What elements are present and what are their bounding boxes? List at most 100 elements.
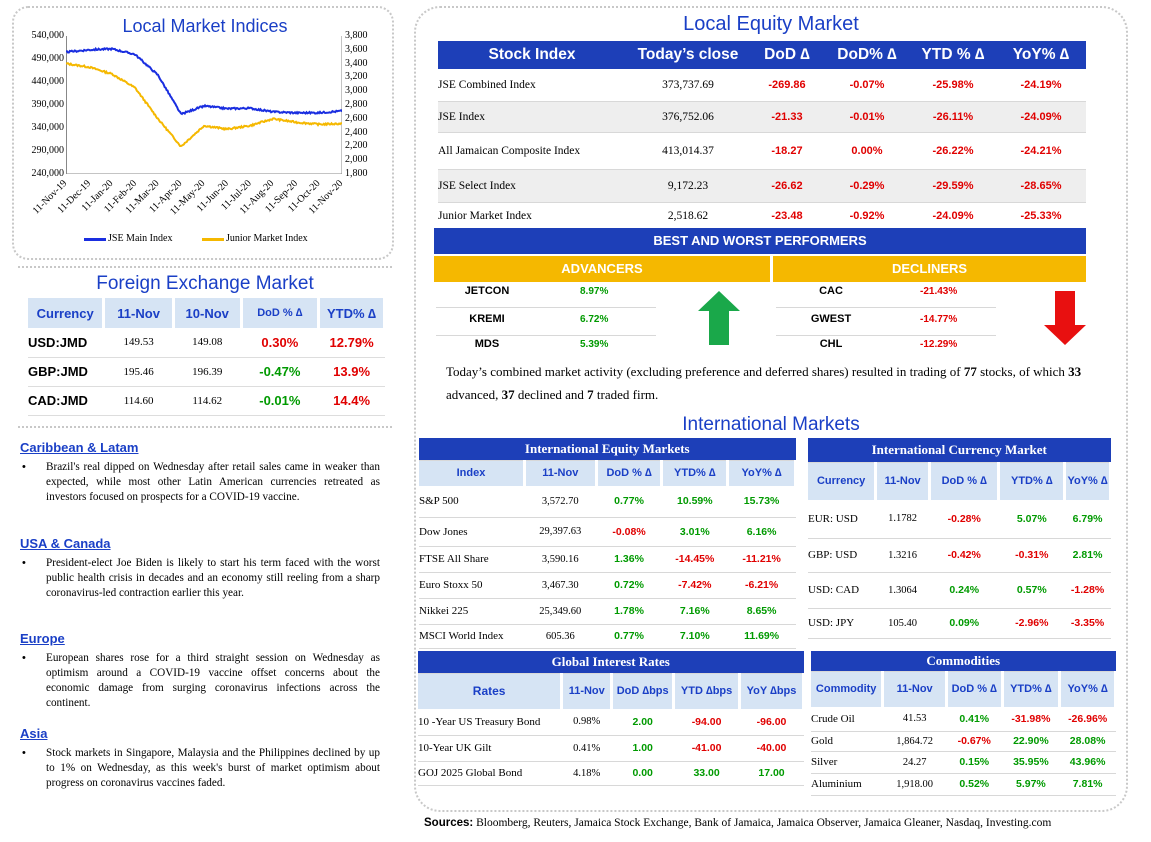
fx-header: Currency	[28, 298, 106, 328]
comm-value: 0.15%	[946, 751, 1003, 774]
news-body: Brazil's real dipped on Wednesday after …	[46, 461, 380, 504]
ieq-value: 3,572.70	[524, 486, 597, 518]
left-tick-label: 490,000	[31, 53, 65, 64]
equity-row: JSE Combined Index 373,737.69 -269.86 -0.07…	[438, 69, 1086, 102]
sources-text: Bloomberg, Reuters, Jamaica Stock Exchan…	[473, 817, 1052, 829]
icur-value: -0.31%	[998, 538, 1065, 573]
ieq-value: 11.69%	[727, 624, 796, 649]
ieq-row: MSCI World Index 605.36 0.77% 7.10% 11.69%	[419, 624, 796, 649]
advancer-change: 6.72%	[580, 314, 609, 325]
decliner-change: -12.29%	[920, 339, 958, 350]
equity-header: DoD% ∆	[824, 41, 910, 69]
comm-value: -26.96%	[1059, 707, 1116, 732]
rates-value: 2.00	[611, 709, 674, 736]
fx-currency: USD:JMD	[28, 328, 104, 358]
equity-value: -28.65%	[996, 169, 1086, 203]
equity-name: JSE Index	[438, 101, 626, 133]
right-tick-label: 2,400	[345, 126, 368, 138]
equity-value: -21.33	[750, 101, 824, 133]
decliner-ticker: CHL	[819, 338, 843, 350]
comm-value: 7.81%	[1059, 773, 1116, 796]
chart-axes	[66, 36, 342, 174]
equity-value: -0.01%	[824, 101, 910, 133]
comm-value: 5.97%	[1002, 773, 1060, 796]
comm-row: Aluminium 1,918.00 0.52% 5.97% 7.81%	[811, 773, 1116, 796]
rates-value: -96.00	[739, 709, 804, 736]
icur-value: 0.57%	[998, 572, 1065, 609]
icur-value: 0.24%	[929, 572, 999, 609]
rates-header: Rates	[418, 673, 564, 709]
intl-equity-header: DoD % ∆	[596, 460, 664, 486]
sources-label: Sources:	[424, 817, 474, 829]
icur-value: 1.3064	[875, 572, 930, 609]
ieq-value: 3.01%	[661, 517, 728, 547]
equity-value: -26.22%	[910, 132, 996, 170]
right-tick-label: 3,600	[345, 43, 368, 55]
icur-row: USD: JPY 105.40 0.09% -2.96% -3.35%	[808, 608, 1111, 639]
rates-row: 10 -Year US Treasury Bond 0.98% 2.00 -94.00…	[418, 709, 804, 736]
equity-value: -0.07%	[824, 69, 910, 102]
rates-value: 0.41%	[561, 735, 612, 762]
comm-header: YoY% ∆	[1059, 671, 1117, 707]
decliner-ticker: GWEST	[810, 313, 852, 325]
right-tick-label: 3,400	[345, 57, 368, 69]
news-heading: Asia	[20, 726, 48, 741]
intl-currency-header: 11-Nov	[875, 462, 931, 500]
ieq-value: 1.78%	[596, 598, 662, 625]
equity-value: -269.86	[750, 69, 824, 102]
ieq-row: Nikkei 225 25,349.60 1.78% 7.16% 8.65%	[419, 598, 796, 625]
advancer-change: 8.97%	[580, 286, 609, 297]
equity-value: -23.48	[750, 202, 824, 230]
equity-row: All Jamaican Composite Index 413,014.37 -1…	[438, 132, 1086, 170]
intl-equity-header: Index	[419, 460, 526, 486]
divider	[776, 335, 996, 336]
fx-prev: 114.62	[173, 386, 242, 416]
comm-name: Silver	[811, 751, 883, 774]
intl-currency-header: DoD % ∆	[929, 462, 1001, 500]
intl-equity-header: YTD% ∆	[661, 460, 730, 486]
fx-today: 195.46	[103, 357, 174, 387]
rates-value: 0.98%	[561, 709, 612, 736]
icur-row: USD: CAD 1.3064 0.24% 0.57% -1.28%	[808, 572, 1111, 609]
left-tick-label: 540,000	[31, 30, 65, 41]
bullet-icon: •	[22, 747, 26, 759]
rates-value: 0.00	[611, 761, 674, 786]
intl-currency-header: YTD% ∆	[998, 462, 1067, 500]
up-arrow-icon	[698, 291, 740, 345]
right-tick-label: 2,000	[345, 154, 368, 166]
icur-value: 1.1782	[875, 500, 930, 539]
comm-value: 1,918.00	[882, 773, 947, 796]
rates-name: GOJ 2025 Global Bond	[418, 761, 562, 786]
ieq-value: 3,590.16	[524, 546, 597, 573]
icur-value: -0.42%	[929, 538, 999, 573]
comm-name: Aluminium	[811, 773, 883, 796]
right-tick-label: 2,800	[345, 99, 368, 110]
equity-value: -0.92%	[824, 202, 910, 230]
intl-currency-title: International Currency Market	[808, 438, 1111, 463]
local-equity-title: Local Equity Market	[683, 13, 859, 35]
intl-currency-header: Currency	[808, 462, 878, 500]
left-tick-label: 340,000	[31, 122, 65, 133]
equity-value: -24.21%	[996, 132, 1086, 170]
equity-value: -0.29%	[824, 169, 910, 203]
comm-row: Gold 1,864.72 -0.67% 22.90% 28.08%	[811, 731, 1116, 752]
rates-row: 10-Year UK Gilt 0.41% 1.00 -41.00 -40.00	[418, 735, 804, 762]
ieq-value: -0.08%	[596, 517, 662, 547]
intl-currency-header: YoY% ∆	[1064, 462, 1112, 500]
icur-value: 5.07%	[998, 500, 1065, 539]
equity-header: YoY% ∆	[996, 41, 1086, 69]
series-line-junior	[66, 62, 342, 147]
down-arrow-icon	[1044, 291, 1086, 345]
news-body: European shares rose for a third straigh…	[46, 652, 380, 710]
left-tick-label: 240,000	[31, 168, 65, 179]
icur-name: GBP: USD	[808, 538, 876, 573]
icur-name: EUR: USD	[808, 500, 876, 539]
rates-value: 1.00	[611, 735, 674, 762]
news-heading: Caribbean & Latam	[20, 440, 139, 455]
advancers-label: ADVANCERS	[434, 256, 770, 282]
divider	[18, 426, 392, 428]
rates-header: DoD ∆bps	[611, 673, 676, 709]
ieq-value: 8.65%	[727, 598, 796, 625]
intl-equity-title: International Equity Markets	[419, 438, 796, 461]
fx-header: YTD% ∆	[318, 298, 386, 328]
